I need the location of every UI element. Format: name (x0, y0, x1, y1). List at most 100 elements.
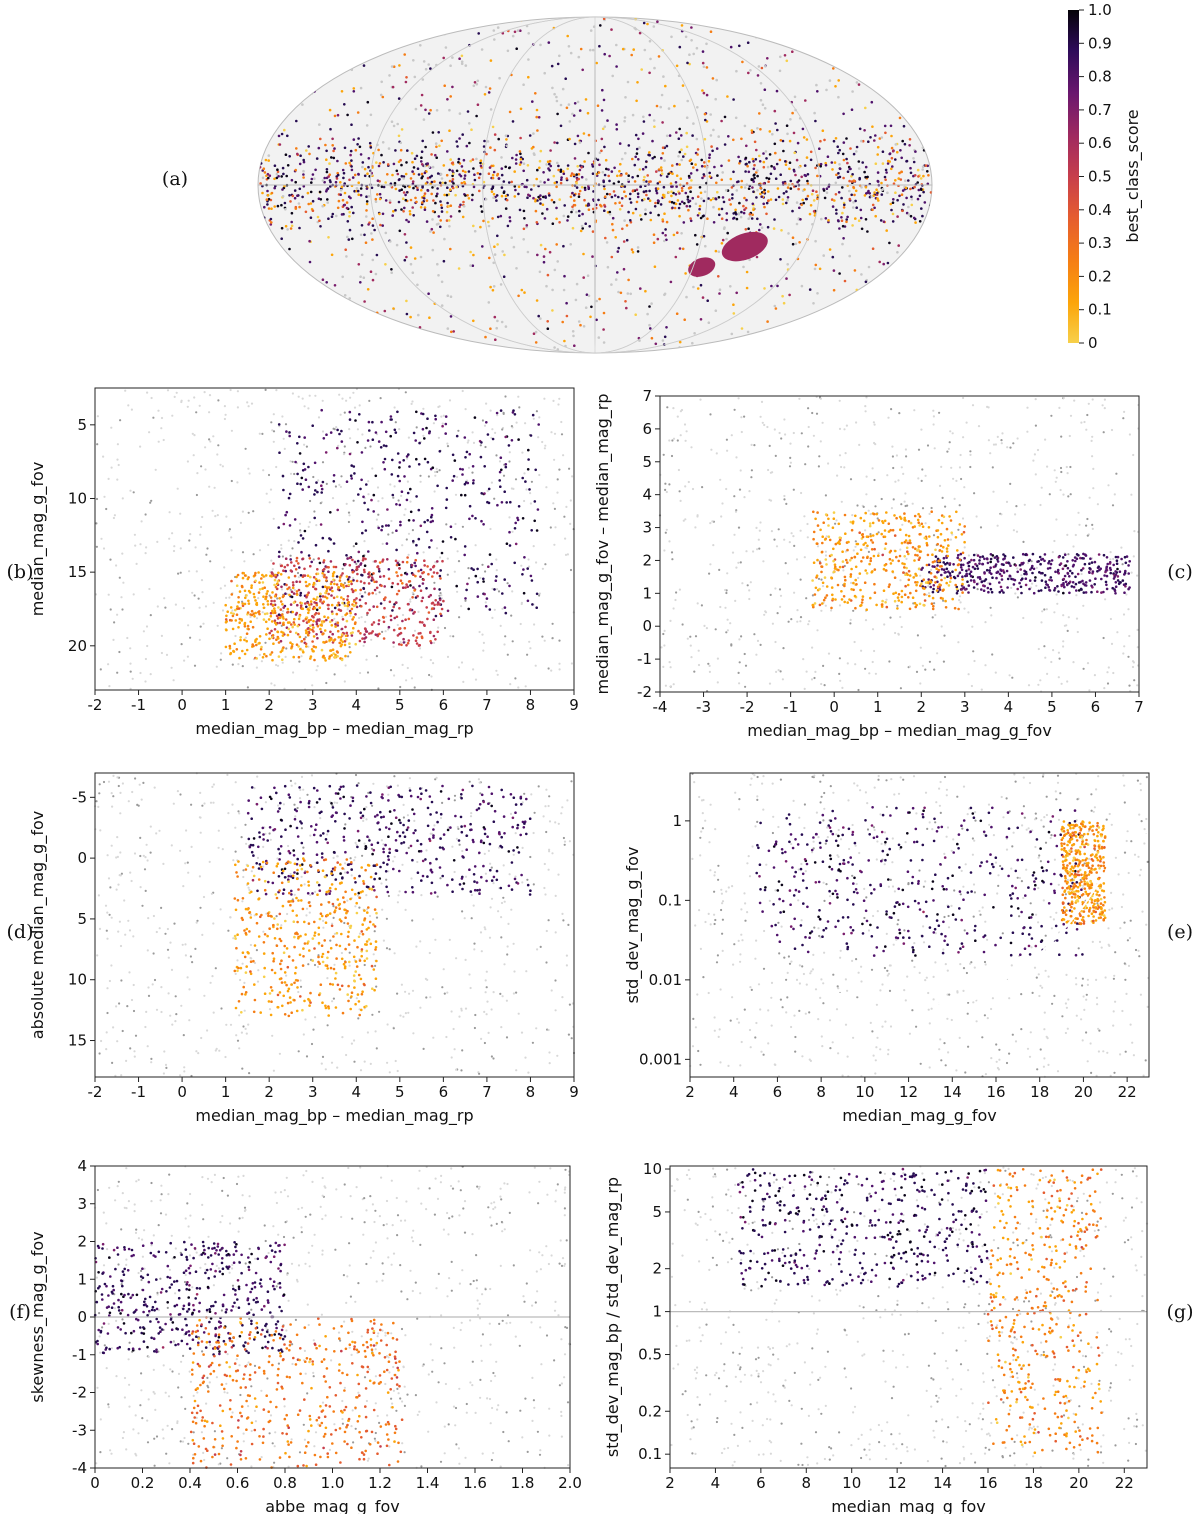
sky-point (266, 172, 270, 176)
background-point (243, 560, 246, 563)
sky-point (907, 308, 911, 312)
sky-point (824, 325, 827, 328)
scored-point (265, 595, 268, 598)
scored-point (401, 619, 404, 623)
sky-point (796, 141, 800, 145)
sky-point (864, 185, 868, 189)
sky-point (735, 217, 739, 221)
background-point (433, 490, 436, 493)
sky-point (397, 97, 401, 100)
sky-point (652, 25, 656, 28)
sky-point (557, 164, 560, 168)
background-point (194, 546, 197, 549)
background-point (359, 671, 362, 675)
sky-point (603, 173, 607, 177)
background-point (411, 591, 414, 594)
sky-point (545, 284, 548, 288)
sky-point (874, 162, 878, 165)
background-point (793, 544, 796, 548)
sky-point (299, 154, 302, 157)
scored-point (357, 565, 361, 568)
sky-point (786, 186, 790, 189)
sky-point (504, 165, 508, 169)
sky-point (850, 193, 853, 197)
scored-point (442, 599, 445, 603)
scored-point (230, 611, 233, 615)
sky-point (688, 53, 691, 56)
sky-point (672, 191, 675, 195)
background-point (100, 537, 103, 540)
background-point (737, 526, 741, 529)
background-point (716, 681, 719, 684)
sky-point (273, 205, 277, 208)
sky-point (280, 132, 284, 136)
background-point (921, 468, 924, 471)
sky-point (550, 198, 554, 202)
sky-point (338, 45, 342, 48)
sky-point (323, 333, 326, 337)
sky-point (555, 206, 558, 210)
scored-point (360, 478, 363, 482)
background-point (267, 473, 271, 477)
scored-point (233, 642, 236, 645)
background-point (1069, 414, 1073, 417)
sky-point (922, 96, 925, 99)
sky-point (784, 160, 787, 163)
scored-point (331, 648, 335, 651)
sky-point (683, 318, 686, 322)
sky-point (559, 168, 563, 172)
sky-point (377, 148, 380, 152)
scored-point (426, 460, 430, 464)
sky-point (745, 198, 748, 202)
sky-point (830, 28, 834, 32)
sky-point (260, 42, 264, 46)
sky-point (430, 227, 434, 231)
sky-point (568, 137, 571, 141)
scored-point (415, 495, 418, 498)
scored-point (288, 492, 292, 496)
sky-point (890, 208, 893, 212)
sky-point (493, 315, 497, 319)
sky-point (283, 295, 286, 299)
colorbar-gradient (1068, 10, 1079, 343)
sky-point (645, 160, 648, 163)
background-point (953, 497, 956, 500)
scored-point (337, 635, 341, 639)
sky-point (457, 160, 460, 164)
sky-point (317, 330, 321, 333)
sky-point (500, 194, 504, 198)
scored-point (301, 537, 305, 540)
background-point (230, 549, 233, 552)
sky-point (375, 161, 378, 164)
sky-point (779, 173, 782, 176)
scored-point (325, 618, 328, 622)
background-point (1127, 655, 1130, 658)
sky-point (490, 187, 494, 191)
sky-point (440, 177, 444, 180)
background-point (303, 443, 306, 446)
sky-point (909, 320, 912, 324)
background-point (160, 634, 163, 638)
scored-point (396, 474, 400, 478)
sky-point (899, 149, 902, 152)
sky-point (611, 74, 614, 78)
scored-point (226, 610, 229, 613)
scored-point (374, 431, 378, 434)
sky-point (923, 201, 927, 204)
background-point (213, 486, 216, 489)
scored-point (346, 598, 349, 601)
background-point (195, 493, 198, 497)
sky-point (295, 147, 298, 150)
scored-point (415, 642, 419, 645)
scored-point (358, 598, 362, 602)
sky-point (663, 212, 666, 215)
background-point (750, 476, 753, 479)
sky-point (600, 109, 604, 112)
sky-point (404, 198, 408, 202)
scored-point (336, 624, 340, 627)
background-point (117, 463, 120, 467)
scored-point (463, 436, 467, 439)
sky-point (700, 164, 704, 168)
sky-point (649, 211, 652, 215)
background-point (394, 421, 397, 424)
